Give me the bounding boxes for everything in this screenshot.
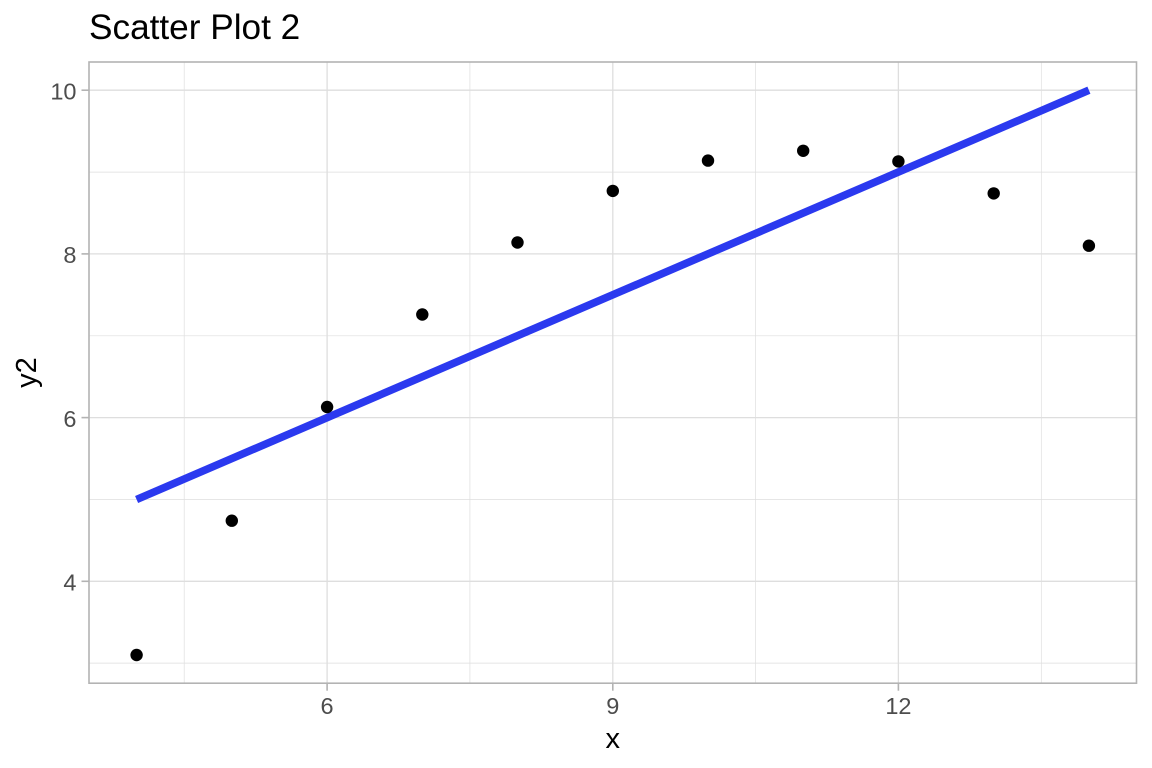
svg-text:4: 4 [63, 570, 76, 596]
svg-text:Scatter Plot 2: Scatter Plot 2 [89, 8, 300, 47]
svg-text:6: 6 [321, 693, 334, 719]
svg-text:9: 9 [606, 693, 619, 719]
svg-text:x: x [606, 723, 621, 755]
svg-text:y2: y2 [11, 357, 43, 388]
svg-text:12: 12 [885, 693, 911, 719]
svg-text:6: 6 [63, 406, 76, 432]
svg-text:10: 10 [50, 78, 76, 104]
svg-text:8: 8 [63, 242, 76, 268]
